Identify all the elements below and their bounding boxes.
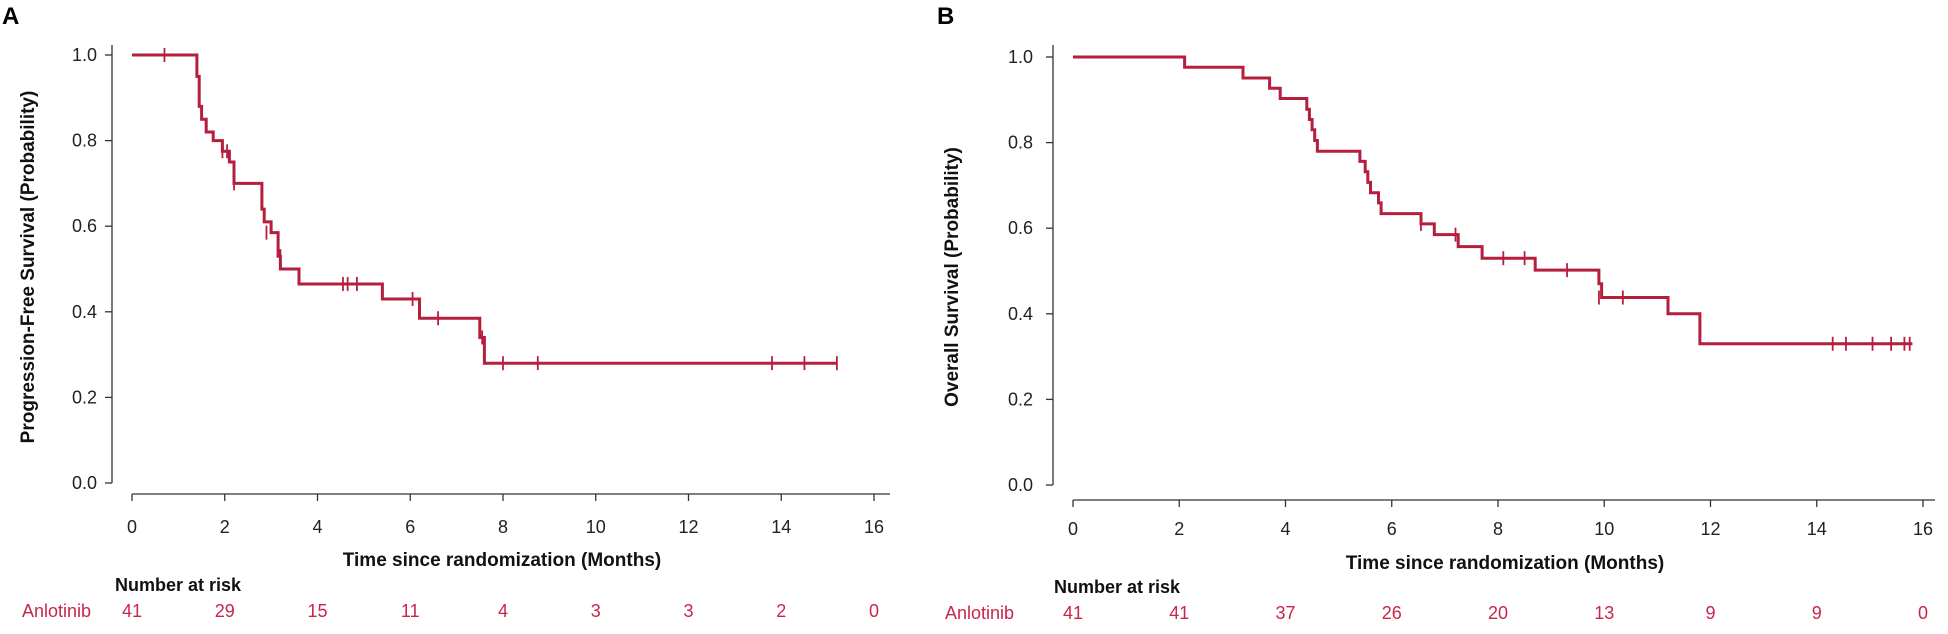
x-tick-label: 16	[864, 517, 884, 537]
panel-b-letter: B	[937, 3, 954, 30]
risk-value: 0	[1918, 603, 1928, 623]
y-tick-label: 0.4	[1008, 304, 1033, 324]
risk-value: 4	[498, 601, 508, 621]
risk-value: 13	[1594, 603, 1614, 623]
x-tick-label: 2	[220, 517, 230, 537]
risk-value: 41	[122, 601, 142, 621]
risk-value: 37	[1275, 603, 1295, 623]
x-tick-label: 10	[1594, 519, 1614, 539]
x-tick-label: 0	[127, 517, 137, 537]
panel-b-x-axis-title: Time since randomization (Months)	[1346, 553, 1664, 574]
y-tick-label: 1.0	[1008, 47, 1033, 67]
km-survival-line	[132, 53, 837, 365]
y-tick-label: 0.4	[72, 302, 97, 322]
x-tick-label: 6	[1387, 519, 1397, 539]
panel-b-risk-label: Anlotinib	[945, 603, 1014, 623]
x-tick-label: 10	[586, 517, 606, 537]
x-tick-label: 16	[1913, 519, 1933, 539]
y-tick-label: 0.8	[1008, 133, 1033, 153]
x-tick-label: 8	[498, 517, 508, 537]
risk-value: 41	[1169, 603, 1189, 623]
y-tick-label: 1.0	[72, 45, 97, 65]
panel-a-y-axis-title: Progression-Free Survival (Probability)	[18, 91, 39, 444]
panel-b-plot	[1073, 55, 1913, 351]
panel-b-risk-title: Number at risk	[1054, 577, 1181, 597]
panel-a-x-axis-title: Time since randomization (Months)	[343, 550, 661, 571]
risk-value: 41	[1063, 603, 1083, 623]
panel-a-axes: 0.0 0.2 0.4 0.6 0.8 1.0 0 2 4 6 8 10 12 14 16	[72, 45, 890, 537]
x-tick-label: 8	[1493, 519, 1503, 539]
y-tick-label: 0.8	[72, 131, 97, 151]
y-tick-label: 0.2	[72, 387, 97, 407]
risk-value: 0	[869, 601, 879, 621]
risk-value: 3	[591, 601, 601, 621]
panel-a-risk-values: 41 29 15 11 4 3 3 2 0	[122, 601, 879, 621]
x-tick-label: 12	[678, 517, 698, 537]
y-tick-label: 0.6	[1008, 218, 1033, 238]
risk-value: 11	[401, 601, 420, 621]
panel-b-y-axis-title: Overall Survival (Probability)	[942, 147, 963, 407]
x-tick-label: 14	[1807, 519, 1827, 539]
risk-value: 2	[776, 601, 786, 621]
panel-a: A Progression-Free Survival (Probability…	[2, 3, 890, 621]
panel-b-risk-values: 41 41 37 26 20 13 9 9 0	[1063, 603, 1928, 623]
risk-value: 9	[1812, 603, 1822, 623]
risk-value: 26	[1382, 603, 1402, 623]
risk-value: 29	[215, 601, 235, 621]
panel-a-plot	[132, 48, 838, 371]
x-tick-label: 14	[771, 517, 791, 537]
x-tick-label: 2	[1174, 519, 1184, 539]
risk-value: 3	[683, 601, 693, 621]
x-tick-label: 6	[405, 517, 415, 537]
panel-a-risk-label: Anlotinib	[22, 601, 91, 621]
x-tick-label: 0	[1068, 519, 1078, 539]
y-tick-label: 0.0	[72, 473, 97, 493]
panel-b: B Overall Survival (Probability) Time si…	[937, 3, 1935, 623]
panel-a-risk-title: Number at risk	[115, 575, 242, 595]
risk-value: 9	[1705, 603, 1715, 623]
risk-value: 15	[307, 601, 327, 621]
panel-b-axes: 0.0 0.2 0.4 0.6 0.8 1.0 0 2 4 6 8 10 12 14 16	[1008, 45, 1935, 539]
y-tick-label: 0.6	[72, 216, 97, 236]
x-tick-label: 12	[1700, 519, 1720, 539]
panel-a-letter: A	[2, 3, 19, 30]
risk-value: 20	[1488, 603, 1508, 623]
km-survival-line	[1073, 55, 1913, 346]
x-tick-label: 4	[1280, 519, 1290, 539]
y-tick-label: 0.2	[1008, 389, 1033, 409]
x-tick-label: 4	[312, 517, 322, 537]
y-tick-label: 0.0	[1008, 475, 1033, 495]
